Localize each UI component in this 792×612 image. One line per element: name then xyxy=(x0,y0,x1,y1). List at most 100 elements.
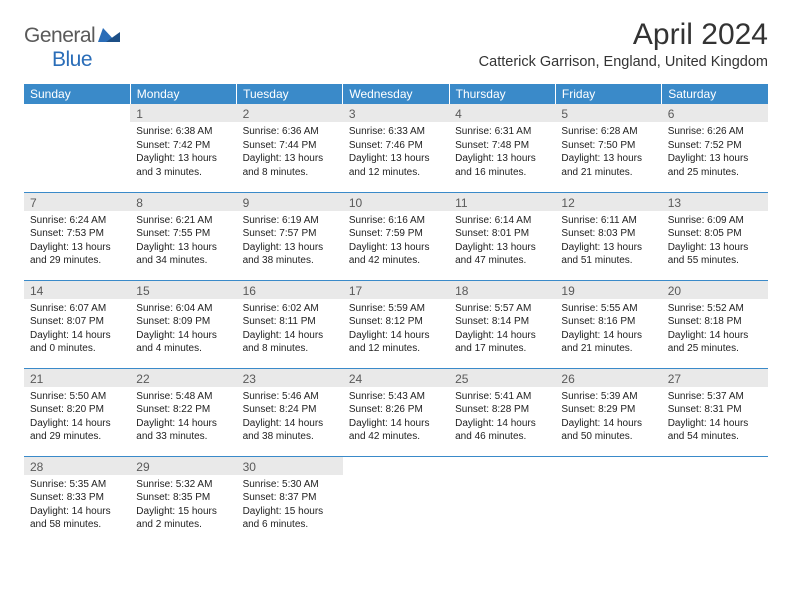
day-number: 12 xyxy=(555,193,661,211)
day-number: 22 xyxy=(130,369,236,387)
daylight-line-2: and 46 minutes. xyxy=(455,430,549,444)
calendar-day-cell: 18Sunrise: 5:57 AMSunset: 8:14 PMDayligh… xyxy=(449,280,555,368)
sunrise-line: Sunrise: 6:04 AM xyxy=(136,302,230,316)
daylight-line-2: and 0 minutes. xyxy=(30,342,124,356)
daylight-line-1: Daylight: 14 hours xyxy=(243,329,337,343)
calendar-day-cell: 25Sunrise: 5:41 AMSunset: 8:28 PMDayligh… xyxy=(449,368,555,456)
daylight-line-1: Daylight: 14 hours xyxy=(668,329,762,343)
daylight-line-2: and 29 minutes. xyxy=(30,430,124,444)
daylight-line-2: and 42 minutes. xyxy=(349,430,443,444)
brand-name-b: Blue xyxy=(52,48,92,71)
sunrise-line: Sunrise: 5:43 AM xyxy=(349,390,443,404)
sunset-line: Sunset: 8:20 PM xyxy=(30,403,124,417)
calendar-head: Sunday Monday Tuesday Wednesday Thursday… xyxy=(24,84,768,104)
sunrise-line: Sunrise: 5:46 AM xyxy=(243,390,337,404)
daylight-line-1: Daylight: 13 hours xyxy=(668,152,762,166)
day-details: Sunrise: 5:37 AMSunset: 8:31 PMDaylight:… xyxy=(662,387,768,448)
day-number: 19 xyxy=(555,281,661,299)
calendar-day-cell: 8Sunrise: 6:21 AMSunset: 7:55 PMDaylight… xyxy=(130,192,236,280)
sunset-line: Sunset: 7:50 PM xyxy=(561,139,655,153)
day-number: 28 xyxy=(24,457,130,475)
calendar-day-cell xyxy=(662,456,768,544)
sunset-line: Sunset: 7:53 PM xyxy=(30,227,124,241)
sunset-line: Sunset: 8:14 PM xyxy=(455,315,549,329)
daylight-line-2: and 21 minutes. xyxy=(561,342,655,356)
daylight-line-1: Daylight: 13 hours xyxy=(243,241,337,255)
daylight-line-2: and 17 minutes. xyxy=(455,342,549,356)
sunrise-line: Sunrise: 6:21 AM xyxy=(136,214,230,228)
daylight-line-1: Daylight: 14 hours xyxy=(455,417,549,431)
daylight-line-1: Daylight: 14 hours xyxy=(561,417,655,431)
sunrise-line: Sunrise: 5:48 AM xyxy=(136,390,230,404)
day-number: 14 xyxy=(24,281,130,299)
day-number: 3 xyxy=(343,104,449,122)
day-number: 4 xyxy=(449,104,555,122)
calendar-day-cell xyxy=(343,456,449,544)
sunset-line: Sunset: 8:01 PM xyxy=(455,227,549,241)
sunrise-line: Sunrise: 6:02 AM xyxy=(243,302,337,316)
daylight-line-1: Daylight: 13 hours xyxy=(349,152,443,166)
sunrise-line: Sunrise: 5:41 AM xyxy=(455,390,549,404)
sunset-line: Sunset: 8:35 PM xyxy=(136,491,230,505)
day-number: 5 xyxy=(555,104,661,122)
day-details: Sunrise: 5:57 AMSunset: 8:14 PMDaylight:… xyxy=(449,299,555,360)
sunrise-line: Sunrise: 6:33 AM xyxy=(349,125,443,139)
daylight-line-1: Daylight: 14 hours xyxy=(30,505,124,519)
calendar-day-cell: 17Sunrise: 5:59 AMSunset: 8:12 PMDayligh… xyxy=(343,280,449,368)
calendar-day-cell: 16Sunrise: 6:02 AMSunset: 8:11 PMDayligh… xyxy=(237,280,343,368)
sunrise-line: Sunrise: 6:36 AM xyxy=(243,125,337,139)
day-details: Sunrise: 6:24 AMSunset: 7:53 PMDaylight:… xyxy=(24,211,130,272)
daylight-line-1: Daylight: 13 hours xyxy=(455,152,549,166)
day-details: Sunrise: 6:28 AMSunset: 7:50 PMDaylight:… xyxy=(555,122,661,183)
day-number: 25 xyxy=(449,369,555,387)
day-details: Sunrise: 6:21 AMSunset: 7:55 PMDaylight:… xyxy=(130,211,236,272)
daylight-line-1: Daylight: 13 hours xyxy=(30,241,124,255)
sunset-line: Sunset: 7:59 PM xyxy=(349,227,443,241)
day-details: Sunrise: 5:50 AMSunset: 8:20 PMDaylight:… xyxy=(24,387,130,448)
daylight-line-2: and 38 minutes. xyxy=(243,254,337,268)
day-header: Thursday xyxy=(449,84,555,104)
sunrise-line: Sunrise: 6:14 AM xyxy=(455,214,549,228)
daylight-line-2: and 4 minutes. xyxy=(136,342,230,356)
sunset-line: Sunset: 8:12 PM xyxy=(349,315,443,329)
daylight-line-2: and 25 minutes. xyxy=(668,166,762,180)
day-header: Saturday xyxy=(662,84,768,104)
day-number: 7 xyxy=(24,193,130,211)
day-number: 20 xyxy=(662,281,768,299)
sunset-line: Sunset: 8:16 PM xyxy=(561,315,655,329)
sunset-line: Sunset: 8:07 PM xyxy=(30,315,124,329)
day-details: Sunrise: 5:48 AMSunset: 8:22 PMDaylight:… xyxy=(130,387,236,448)
day-details: Sunrise: 6:11 AMSunset: 8:03 PMDaylight:… xyxy=(555,211,661,272)
sunrise-line: Sunrise: 6:24 AM xyxy=(30,214,124,228)
calendar-page: General April 2024 Catterick Garrison, E… xyxy=(0,0,792,544)
day-details: Sunrise: 5:32 AMSunset: 8:35 PMDaylight:… xyxy=(130,475,236,536)
calendar-day-cell: 10Sunrise: 6:16 AMSunset: 7:59 PMDayligh… xyxy=(343,192,449,280)
day-details: Sunrise: 5:59 AMSunset: 8:12 PMDaylight:… xyxy=(343,299,449,360)
daylight-line-1: Daylight: 14 hours xyxy=(455,329,549,343)
day-number: 2 xyxy=(237,104,343,122)
sunset-line: Sunset: 8:03 PM xyxy=(561,227,655,241)
brand-triangle-icon xyxy=(98,26,120,47)
sunrise-line: Sunrise: 5:32 AM xyxy=(136,478,230,492)
daylight-line-1: Daylight: 15 hours xyxy=(243,505,337,519)
day-number: 23 xyxy=(237,369,343,387)
day-header: Sunday xyxy=(24,84,130,104)
day-details: Sunrise: 5:43 AMSunset: 8:26 PMDaylight:… xyxy=(343,387,449,448)
day-number: 10 xyxy=(343,193,449,211)
sunset-line: Sunset: 8:18 PM xyxy=(668,315,762,329)
daylight-line-1: Daylight: 13 hours xyxy=(136,241,230,255)
sunrise-line: Sunrise: 5:57 AM xyxy=(455,302,549,316)
sunset-line: Sunset: 8:09 PM xyxy=(136,315,230,329)
day-details: Sunrise: 6:16 AMSunset: 7:59 PMDaylight:… xyxy=(343,211,449,272)
calendar-week-row: 7Sunrise: 6:24 AMSunset: 7:53 PMDaylight… xyxy=(24,192,768,280)
daylight-line-2: and 38 minutes. xyxy=(243,430,337,444)
calendar-day-cell: 19Sunrise: 5:55 AMSunset: 8:16 PMDayligh… xyxy=(555,280,661,368)
calendar-week-row: 1Sunrise: 6:38 AMSunset: 7:42 PMDaylight… xyxy=(24,104,768,192)
daylight-line-2: and 34 minutes. xyxy=(136,254,230,268)
calendar-table: Sunday Monday Tuesday Wednesday Thursday… xyxy=(24,84,768,544)
day-details: Sunrise: 5:55 AMSunset: 8:16 PMDaylight:… xyxy=(555,299,661,360)
calendar-day-cell: 27Sunrise: 5:37 AMSunset: 8:31 PMDayligh… xyxy=(662,368,768,456)
sunset-line: Sunset: 7:42 PM xyxy=(136,139,230,153)
day-details: Sunrise: 5:52 AMSunset: 8:18 PMDaylight:… xyxy=(662,299,768,360)
calendar-day-cell xyxy=(24,104,130,192)
